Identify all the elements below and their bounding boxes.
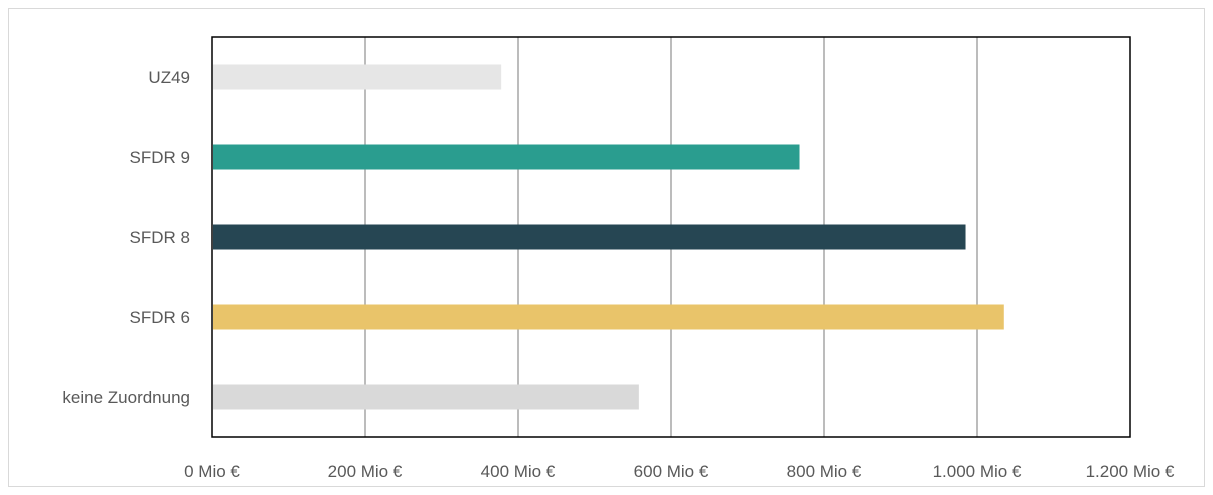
x-tick-label: 200 Mio €	[328, 462, 403, 481]
x-tick-label: 800 Mio €	[787, 462, 862, 481]
x-tick-label: 1.200 Mio €	[1086, 462, 1175, 481]
bar-uz49	[213, 64, 502, 90]
category-label: SFDR 8	[130, 228, 190, 247]
bar-sfdr-6	[213, 304, 1004, 330]
category-label: SFDR 6	[130, 308, 190, 327]
category-labels: UZ49 SFDR 9 SFDR 8 SFDR 6 keine Zuordnung	[62, 68, 190, 407]
bars	[213, 64, 1004, 410]
category-label: keine Zuordnung	[62, 388, 190, 407]
category-label: SFDR 9	[130, 148, 190, 167]
plot-area-border	[211, 36, 1131, 438]
x-tick-label: 0 Mio €	[184, 462, 240, 481]
x-tick-label: 600 Mio €	[634, 462, 709, 481]
bar-keine-zuordnung	[213, 384, 639, 410]
category-label: UZ49	[148, 68, 190, 87]
x-tick-label: 1.000 Mio €	[933, 462, 1022, 481]
x-tick-labels: 0 Mio € 200 Mio € 400 Mio € 600 Mio € 800 Mi…	[184, 462, 1175, 481]
x-tick-label: 400 Mio €	[481, 462, 556, 481]
bar-sfdr-8	[213, 224, 966, 250]
bar-sfdr-9	[213, 144, 800, 170]
